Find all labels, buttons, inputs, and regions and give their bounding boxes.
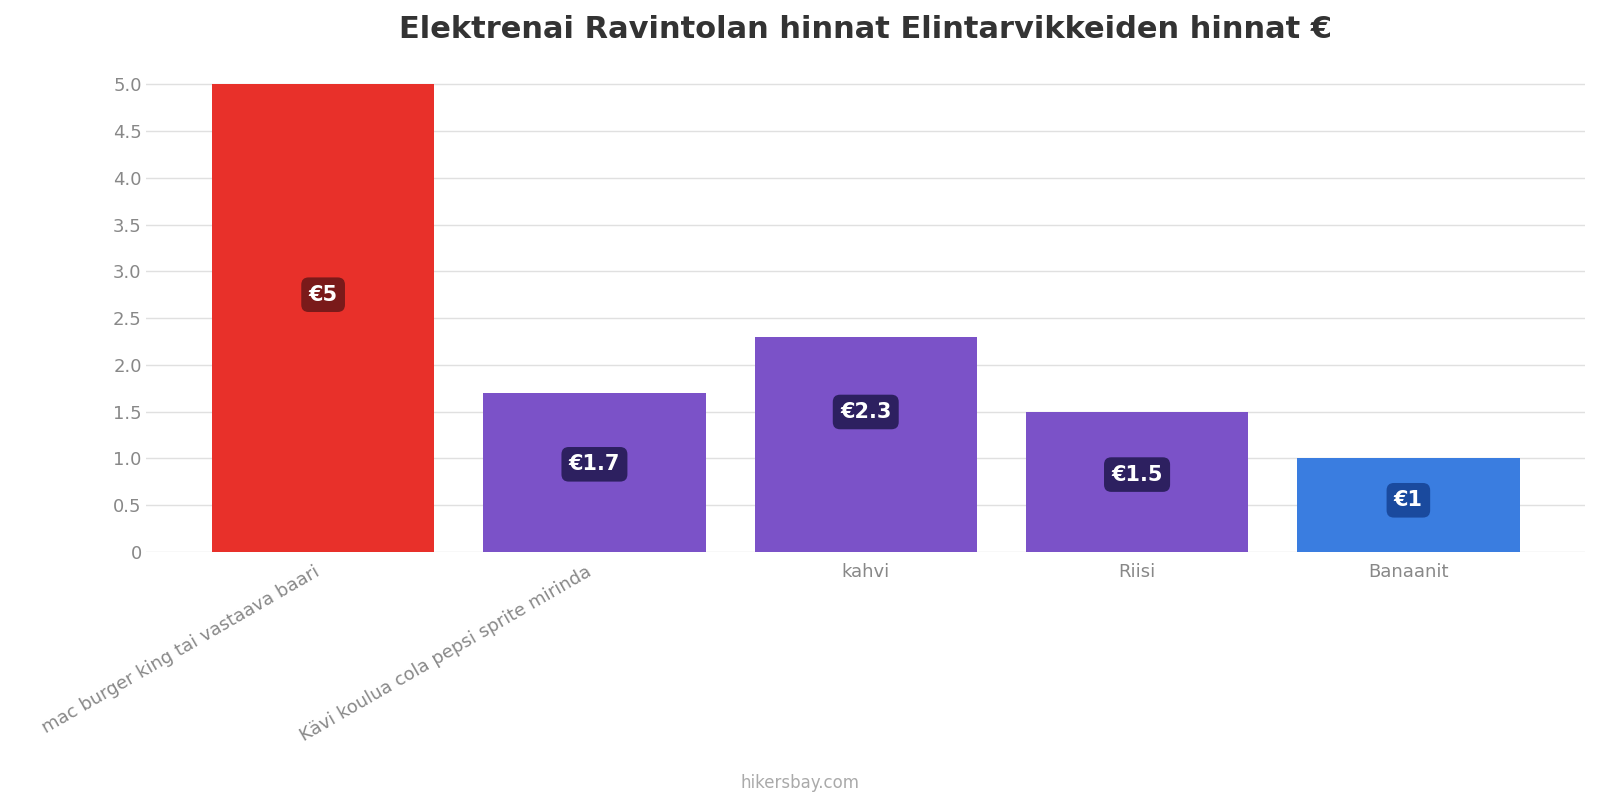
Title: Elektrenai Ravintolan hinnat Elintarvikkeiden hinnat €: Elektrenai Ravintolan hinnat Elintarvikk… [400, 15, 1333, 44]
Text: hikersbay.com: hikersbay.com [741, 774, 859, 792]
Bar [483, 393, 706, 552]
Bar [211, 85, 434, 552]
Bar [1298, 458, 1520, 552]
Text: €1.7: €1.7 [568, 454, 621, 474]
Text: €1.5: €1.5 [1112, 465, 1163, 485]
Text: €1: €1 [1394, 490, 1422, 510]
Bar [755, 337, 978, 552]
Bar [1026, 411, 1248, 552]
Text: €5: €5 [309, 285, 338, 305]
Text: €2.3: €2.3 [840, 402, 891, 422]
